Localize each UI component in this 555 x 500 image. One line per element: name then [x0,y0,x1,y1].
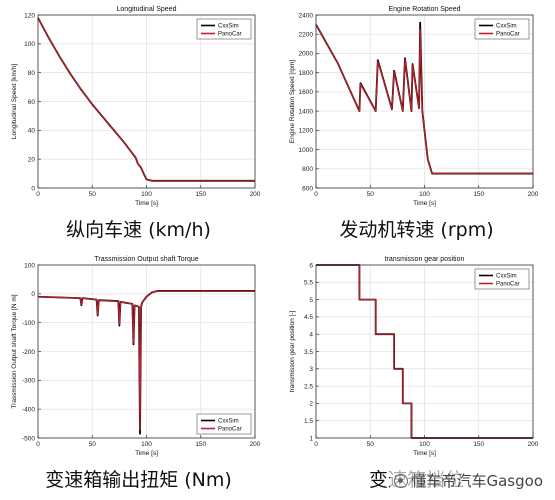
y-tick-label: 800 [302,166,313,173]
chart-longitudinal-speed: 0 50 100 150 200 0 20 40 60 80 100 120 Longitudinal … [0,0,277,250]
x-tick-label: 0 [314,441,318,448]
legend-label: PanoCar [496,32,520,38]
legend-label: PanoCar [218,32,242,38]
y-tick-label: 2 [309,401,313,408]
x-tick-label: 200 [528,441,539,448]
x-tick-label: 100 [141,191,152,198]
x-tick-label: 200 [528,191,539,198]
y-tick-label: 600 [302,185,313,192]
y-tick-label: 40 [28,128,36,135]
chart-title: Trassmission Output shaft Torque [94,256,198,263]
y-tick-label: 2400 [299,12,314,19]
chart-legend: CxxSim PanoCar [196,413,252,435]
series-line-panocar [37,290,255,430]
y-axis-label: Engine Rotation Speed [rpm] [289,60,296,144]
y-tick-label: 4 [309,332,313,339]
y-axis-label: Longitudinal Speed [km/h] [11,64,18,139]
x-tick-label: 0 [36,191,40,198]
y-tick-label: 4.5 [304,314,313,321]
x-tick-label: 100 [419,191,430,198]
x-tick-label: 50 [89,441,97,448]
legend-label: CxxSim [218,24,239,30]
chart-title: Engine Rotation Speed [389,6,461,13]
camera-circle-icon [394,473,409,488]
y-tick-label: 1800 [299,70,314,77]
y-tick-label: -300 [22,378,35,385]
y-tick-label: 100 [24,262,35,269]
y-tick-label: 120 [24,12,35,19]
x-tick-label: 200 [250,191,261,198]
y-tick-label: -200 [22,349,35,356]
chart-title: transmisson gear position [385,256,465,263]
chart-svg: 0 50 100 150 200 -500 -400 -300 -200 -100 0 100 Tras… [11,256,261,457]
y-tick-label: 0 [31,185,35,192]
y-tick-label: 0 [31,291,35,298]
y-tick-label: 2000 [299,51,314,58]
chart-legend: CxxSim PanoCar [474,18,530,40]
chart-svg: 0 50 100 150 200 1 1.5 2 2.5 3 3.5 4 4.5 5 5.5 6 transmi… [289,256,539,457]
y-tick-label: 20 [28,156,36,163]
legend-label: CxxSim [496,274,517,280]
legend-label: CxxSim [496,24,517,30]
chart-caption: 变速箱输出扭矩 (Nm) [45,469,232,491]
legend-label: PanoCar [218,427,242,433]
y-tick-label: 5.5 [304,280,313,287]
y-tick-label: 1400 [299,108,314,115]
y-tick-label: 5 [309,297,313,304]
chart-output-shaft-torque: 0 50 100 150 200 -500 -400 -300 -200 -100 0 100 Tras… [0,250,277,500]
y-tick-label: 6 [309,262,313,269]
chart-svg: 0 50 100 150 200 600 800 1000 1200 1400 1600 1800 20… [289,6,539,207]
y-axis-label: Trassmission Output shaft Torque [N m] [11,294,18,408]
chart-title: Longitudinal Speed [117,6,177,13]
y-tick-label: 2200 [299,32,314,39]
x-tick-label: 100 [141,441,152,448]
y-tick-label: -500 [22,435,35,442]
x-tick-label: 200 [250,441,261,448]
chart-legend: CxxSim PanoCar [196,18,252,40]
y-tick-label: -100 [22,320,35,327]
chart-engine-rotation-speed: 0 50 100 150 200 600 800 1000 1200 1400 1600 1800 20… [278,0,555,250]
x-tick-label: 150 [195,191,206,198]
chart-svg: 0 50 100 150 200 0 20 40 60 80 100 120 Longitudinal … [11,6,261,207]
y-tick-label: 1 [309,435,313,442]
y-tick-label: 2.5 [304,383,313,390]
x-tick-label: 100 [419,441,430,448]
watermark-text: 懂车帝汽车Gasgoo [411,472,543,490]
x-tick-label: 150 [195,441,206,448]
x-tick-label: 0 [314,191,318,198]
x-axis-label: Time [s] [413,450,436,457]
series-line-panocar [315,24,533,175]
chart-caption: 纵向车速 (km/h) [66,219,211,241]
y-tick-label: 3.5 [304,349,313,356]
y-tick-label: 60 [28,99,36,106]
y-tick-label: 1200 [299,128,314,135]
series-line-panocar [37,17,255,182]
y-tick-label: 100 [24,41,35,48]
watermark: 懂车帝汽车Gasgoo [390,469,547,492]
y-tick-label: 3 [309,366,313,373]
x-tick-label: 0 [36,441,40,448]
y-tick-label: 80 [28,70,36,77]
y-tick-label: 1600 [299,89,314,96]
legend-label: PanoCar [496,282,520,288]
chart-legend: CxxSim PanoCar [474,268,530,290]
x-axis-label: Time [s] [135,450,158,457]
x-tick-label: 150 [473,191,484,198]
y-axis-label: transmisson gear position [-] [289,310,296,392]
y-tick-label: -400 [22,406,35,413]
chart-caption: 发动机转速 (rpm) [339,219,494,241]
chart-gear-position: 0 50 100 150 200 1 1.5 2 2.5 3 3.5 4 4.5 5 5.5 6 transmi… [278,250,555,500]
x-tick-label: 50 [89,191,97,198]
y-tick-label: 1.5 [304,418,313,425]
x-tick-label: 50 [367,191,375,198]
legend-label: CxxSim [218,419,239,425]
x-axis-label: Time [s] [413,200,436,207]
x-tick-label: 50 [367,441,375,448]
x-axis-label: Time [s] [135,200,158,207]
x-tick-label: 150 [473,441,484,448]
y-tick-label: 1000 [299,147,314,154]
